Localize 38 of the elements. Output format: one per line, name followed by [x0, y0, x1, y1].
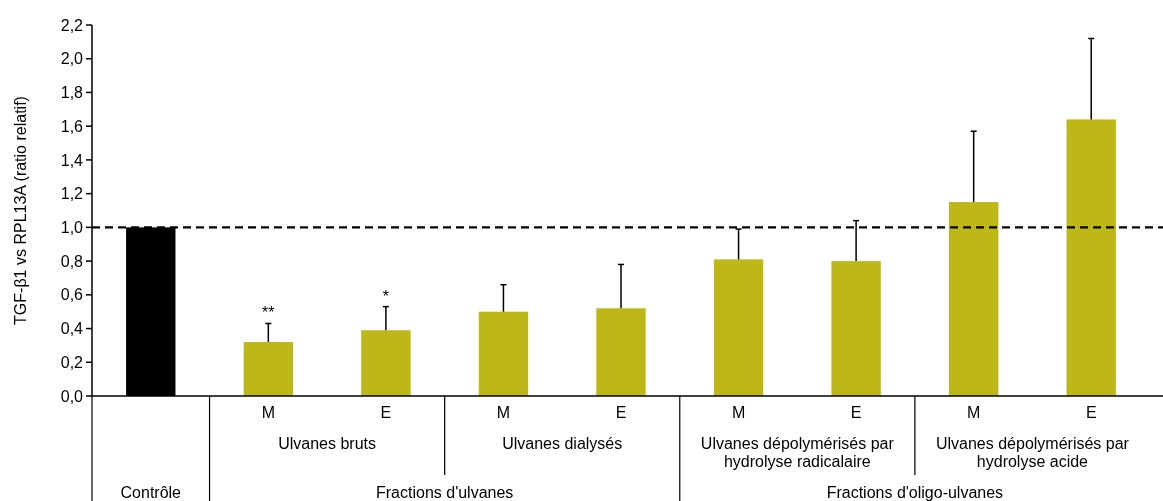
y-axis-title: TGF-β1 vs RPL13A (ratio relatif): [12, 96, 29, 325]
bar: [713, 259, 764, 396]
text: Fractions d'oligo-ulvanes: [826, 483, 1004, 501]
bar: [831, 261, 881, 396]
x-tick-label: M: [496, 403, 511, 421]
bar: [596, 308, 646, 396]
text: Ulvanes dépolymérisés par hydrolyse acide: [935, 434, 1130, 470]
x-tick-label: E: [1085, 403, 1097, 421]
y-tick-label: 1,0: [60, 218, 84, 236]
x-tick-label: E: [850, 403, 862, 421]
y-tick-label: 1,6: [60, 117, 84, 135]
y-tick-label: 2,0: [60, 50, 84, 68]
text: Fractions d'ulvanes: [375, 483, 514, 501]
x-tick-label: M: [967, 403, 981, 421]
y-tick-label: 1,4: [60, 151, 84, 169]
y-tick-label: 0,2: [60, 353, 84, 371]
x-tick-label: E: [380, 403, 392, 421]
bar: [1066, 119, 1116, 396]
y-tick-label: 0,8: [60, 252, 84, 270]
bar: [948, 202, 999, 396]
x-tick-label: M: [261, 403, 275, 421]
x-tick-label: M: [731, 403, 746, 421]
y-tick-label: 1,8: [60, 84, 84, 102]
y-tick-label: 0,4: [60, 320, 84, 338]
annotation: **: [262, 304, 275, 322]
y-tick-label: 0,0: [60, 387, 84, 405]
y-tick-label: 1,2: [60, 185, 84, 203]
x-tick-label: E: [615, 403, 627, 421]
text: Ulvanes bruts: [278, 434, 377, 452]
text: Ulvanes dialysés: [502, 434, 623, 452]
annotation: *: [382, 287, 390, 305]
text: Contrôle: [120, 483, 182, 501]
text: Ulvanes dépolymérisés par hydrolyse radicalaire: [700, 434, 895, 470]
bar: [361, 330, 411, 396]
y-tick-label: 0,6: [60, 286, 84, 304]
bar: [478, 311, 529, 396]
bar: [243, 342, 294, 396]
y-tick-label: 2,2: [60, 16, 84, 34]
